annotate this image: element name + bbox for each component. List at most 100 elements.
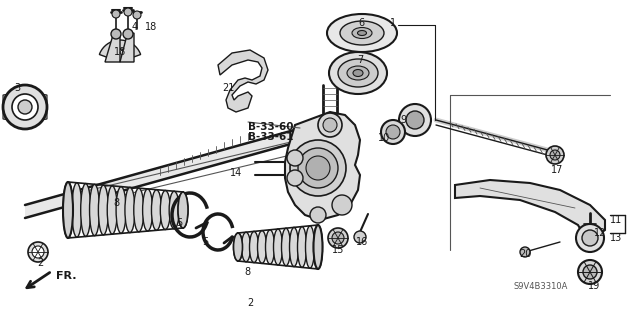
Ellipse shape <box>99 185 108 235</box>
Text: 10: 10 <box>378 133 390 143</box>
Polygon shape <box>455 180 605 237</box>
Text: 13: 13 <box>610 233 622 243</box>
Ellipse shape <box>63 182 73 238</box>
Text: 8: 8 <box>244 267 250 277</box>
Ellipse shape <box>282 228 291 266</box>
Ellipse shape <box>358 31 367 35</box>
Circle shape <box>12 94 38 120</box>
Ellipse shape <box>298 226 307 267</box>
Circle shape <box>328 228 348 248</box>
Text: B-33-60: B-33-60 <box>248 122 294 132</box>
Ellipse shape <box>169 191 179 229</box>
Text: 20: 20 <box>519 249 531 259</box>
Circle shape <box>124 8 132 16</box>
Text: 7: 7 <box>357 55 364 65</box>
Circle shape <box>323 118 337 132</box>
Ellipse shape <box>327 14 397 52</box>
Polygon shape <box>74 190 90 206</box>
Text: 18: 18 <box>114 47 126 57</box>
Ellipse shape <box>289 227 298 267</box>
Ellipse shape <box>234 233 243 261</box>
Text: 12: 12 <box>594 228 606 238</box>
Text: 18: 18 <box>145 22 157 32</box>
Circle shape <box>123 29 133 39</box>
Ellipse shape <box>266 230 275 264</box>
Circle shape <box>306 156 330 180</box>
Circle shape <box>576 224 604 252</box>
Circle shape <box>133 11 141 19</box>
Circle shape <box>386 125 400 139</box>
Circle shape <box>406 111 424 129</box>
Polygon shape <box>285 112 360 220</box>
Polygon shape <box>25 127 305 218</box>
Polygon shape <box>120 33 134 62</box>
Ellipse shape <box>314 225 323 269</box>
Ellipse shape <box>143 189 152 231</box>
Circle shape <box>298 148 338 188</box>
Circle shape <box>578 260 602 284</box>
Text: 5: 5 <box>202 237 208 247</box>
Circle shape <box>3 85 47 129</box>
Circle shape <box>318 113 342 137</box>
Circle shape <box>18 100 32 114</box>
Circle shape <box>354 231 366 243</box>
Ellipse shape <box>178 192 188 228</box>
Ellipse shape <box>257 231 266 263</box>
Text: 15: 15 <box>332 245 344 255</box>
Ellipse shape <box>347 66 369 80</box>
Circle shape <box>111 29 121 39</box>
Ellipse shape <box>116 187 126 234</box>
Circle shape <box>310 207 326 223</box>
Circle shape <box>399 104 431 136</box>
Circle shape <box>332 195 352 215</box>
Polygon shape <box>3 93 15 121</box>
Ellipse shape <box>160 190 170 230</box>
Text: 6: 6 <box>358 18 364 28</box>
Text: 17: 17 <box>551 165 563 175</box>
Text: B-33-61: B-33-61 <box>248 132 294 142</box>
Circle shape <box>28 242 48 262</box>
Ellipse shape <box>63 182 73 238</box>
Ellipse shape <box>152 190 161 230</box>
Circle shape <box>546 146 564 164</box>
Text: 21: 21 <box>222 83 234 93</box>
Ellipse shape <box>81 183 91 236</box>
Ellipse shape <box>314 225 323 269</box>
Ellipse shape <box>353 70 363 77</box>
Text: 16: 16 <box>356 237 368 247</box>
Ellipse shape <box>273 229 282 265</box>
Ellipse shape <box>234 233 243 261</box>
Circle shape <box>290 140 346 196</box>
Ellipse shape <box>178 192 188 228</box>
Text: 9: 9 <box>400 115 406 125</box>
Polygon shape <box>99 40 141 57</box>
Circle shape <box>287 170 303 186</box>
Text: 11: 11 <box>610 215 622 225</box>
Ellipse shape <box>250 231 259 263</box>
Polygon shape <box>35 93 47 121</box>
Ellipse shape <box>352 27 372 39</box>
Circle shape <box>32 246 44 258</box>
Ellipse shape <box>340 21 384 45</box>
Circle shape <box>550 150 560 160</box>
Text: FR.: FR. <box>56 271 77 281</box>
Ellipse shape <box>134 188 144 232</box>
Ellipse shape <box>72 183 82 237</box>
Text: 8: 8 <box>113 198 119 208</box>
Circle shape <box>520 247 530 257</box>
Text: 2: 2 <box>247 298 253 308</box>
Ellipse shape <box>90 184 100 236</box>
Ellipse shape <box>338 59 378 87</box>
Circle shape <box>583 265 597 279</box>
Polygon shape <box>105 33 120 62</box>
Circle shape <box>582 230 598 246</box>
Text: 2: 2 <box>37 258 44 268</box>
Ellipse shape <box>108 186 117 234</box>
Ellipse shape <box>125 187 135 233</box>
Circle shape <box>332 232 344 244</box>
Text: 3: 3 <box>14 83 20 93</box>
Text: 4: 4 <box>132 22 138 32</box>
Circle shape <box>287 150 303 166</box>
Ellipse shape <box>241 232 250 262</box>
Circle shape <box>112 10 120 18</box>
